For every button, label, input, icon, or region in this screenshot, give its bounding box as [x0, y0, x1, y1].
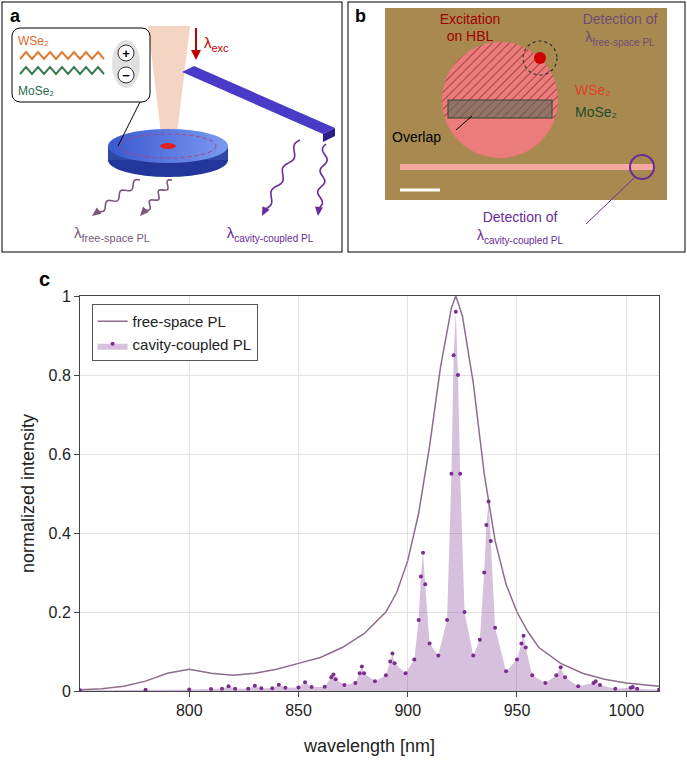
- svg-text:800: 800: [176, 702, 203, 719]
- svg-text:850: 850: [285, 702, 312, 719]
- svg-text:normalized intensity: normalized intensity: [18, 414, 38, 573]
- svg-text:λfree-space PL: λfree-space PL: [585, 29, 655, 48]
- svg-text:a: a: [10, 6, 21, 26]
- svg-text:0.2: 0.2: [49, 604, 71, 621]
- svg-text:950: 950: [504, 702, 531, 719]
- svg-text:1: 1: [62, 288, 71, 305]
- svg-text:0: 0: [62, 683, 71, 700]
- svg-text:Detection of: Detection of: [483, 209, 558, 225]
- svg-text:free-space PL: free-space PL: [133, 313, 226, 330]
- svg-text:Overlap: Overlap: [392, 129, 441, 145]
- svg-text:0.6: 0.6: [49, 446, 71, 463]
- svg-text:Excitation: Excitation: [440, 11, 501, 27]
- svg-text:λexc: λexc: [204, 34, 229, 54]
- svg-text:MoSe₂: MoSe₂: [18, 84, 54, 98]
- svg-text:1000: 1000: [608, 702, 644, 719]
- svg-text:MoSe₂: MoSe₂: [575, 104, 617, 120]
- svg-text:WSe₂: WSe₂: [575, 82, 611, 98]
- svg-text:+: +: [122, 46, 130, 61]
- svg-text:c: c: [39, 268, 50, 290]
- svg-text:λfree-space PL: λfree-space PL: [74, 224, 150, 244]
- svg-text:WSe₂: WSe₂: [18, 34, 49, 48]
- svg-text:cavity-coupled PL: cavity-coupled PL: [133, 336, 251, 353]
- svg-text:900: 900: [394, 702, 421, 719]
- svg-text:on HBL: on HBL: [447, 28, 494, 44]
- svg-text:−: −: [122, 68, 130, 83]
- svg-text:0.4: 0.4: [49, 525, 71, 542]
- svg-text:b: b: [355, 6, 366, 26]
- svg-text:λcavity-coupled PL: λcavity-coupled PL: [477, 227, 563, 246]
- svg-text:Detection of: Detection of: [583, 11, 658, 27]
- svg-text:wavelength [nm]: wavelength [nm]: [303, 736, 435, 756]
- svg-text:0.8: 0.8: [49, 367, 71, 384]
- svg-text:λcavity-coupled PL: λcavity-coupled PL: [227, 224, 314, 244]
